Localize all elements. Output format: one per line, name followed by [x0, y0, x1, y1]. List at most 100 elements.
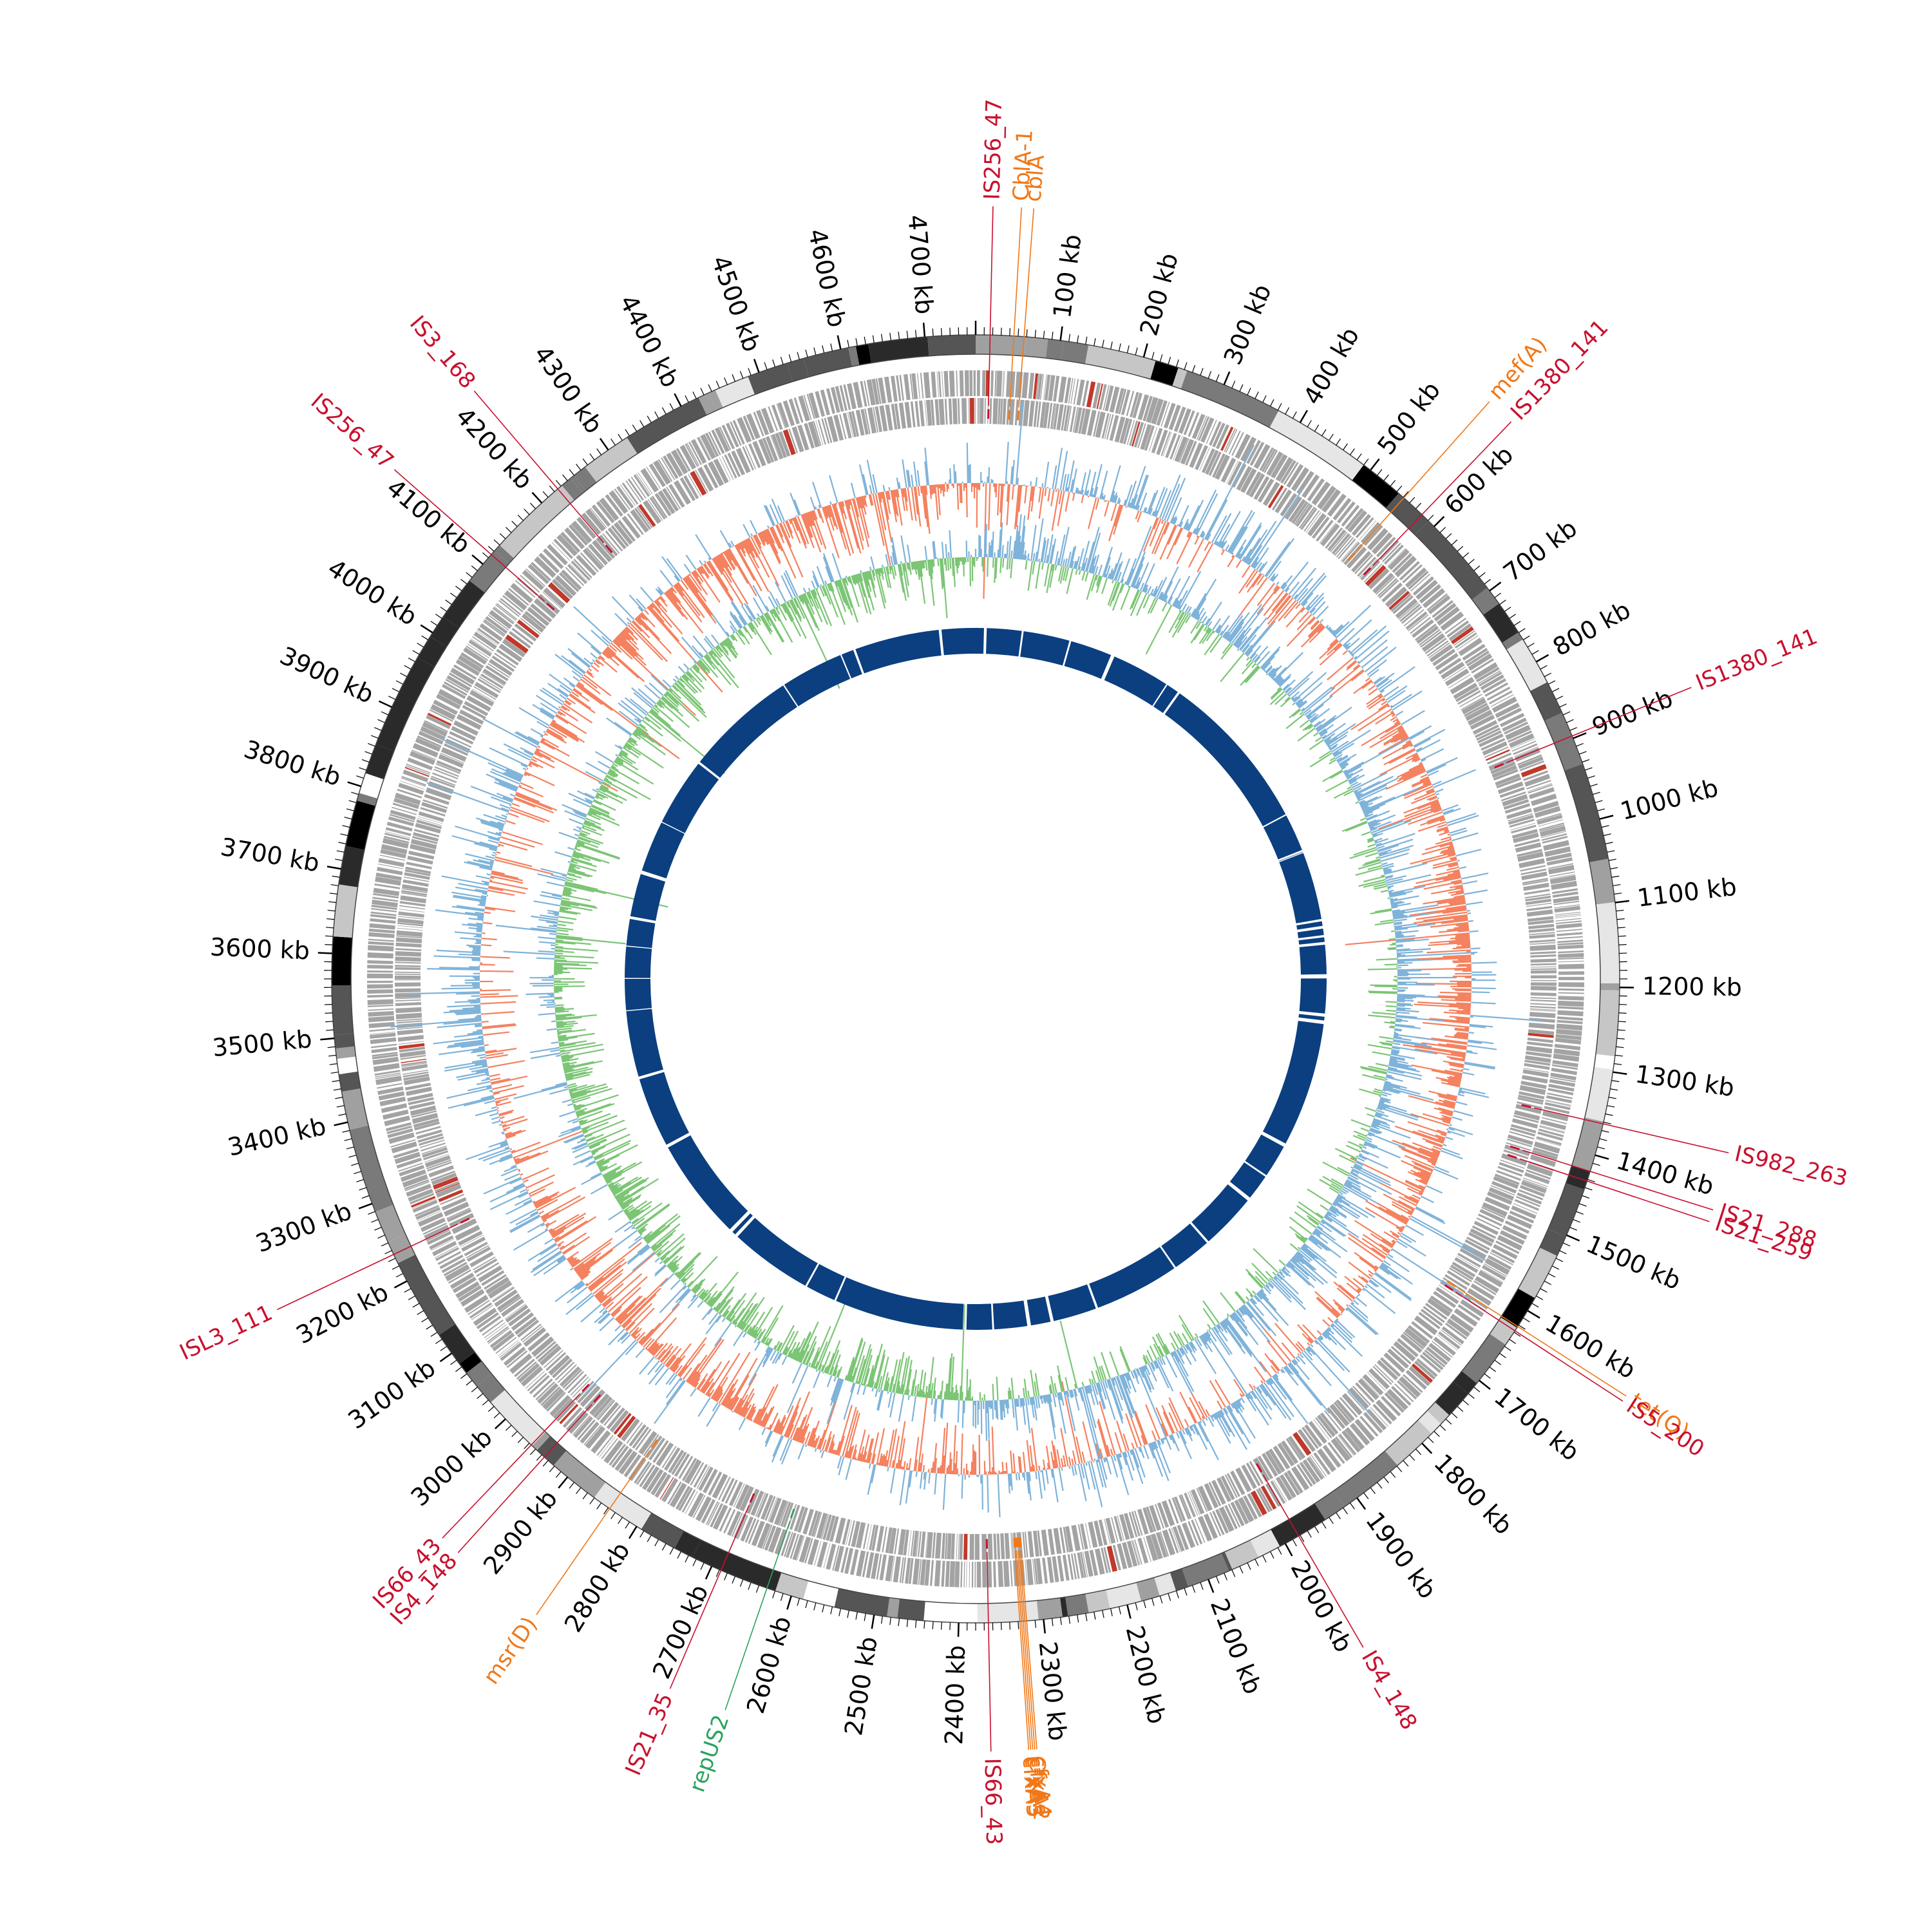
- gc-bar-148: [1164, 483, 1180, 521]
- gc-bar-796: [1365, 1207, 1404, 1231]
- cds-forward-653: [367, 960, 393, 965]
- cds-reverse-840: [839, 413, 847, 440]
- gc-bar-1225: [928, 1472, 931, 1484]
- cds-forward-216: [1558, 971, 1584, 975]
- cds-reverse-245: [1527, 1041, 1553, 1048]
- skew-bar-644: [1394, 1032, 1399, 1035]
- cds-forward-297: [1460, 1299, 1484, 1318]
- cds-reverse-56: [1170, 434, 1181, 460]
- cds-forward-182: [1542, 835, 1568, 844]
- cds-reverse-413: [1065, 1526, 1074, 1553]
- gc-bar-1006: [1198, 1401, 1208, 1418]
- skew-bar-664: [1372, 1051, 1391, 1056]
- cds-reverse-293: [1466, 1236, 1490, 1251]
- gc-bar-363: [1366, 693, 1382, 705]
- gc-bar-1346: [776, 1414, 786, 1434]
- skew-bar-319: [1280, 697, 1291, 708]
- gc-bar-112: [1108, 504, 1121, 542]
- cds-forward-466: [817, 1541, 828, 1568]
- cds-reverse-589: [458, 1231, 483, 1246]
- cds-forward-681: [384, 832, 410, 841]
- cds-reverse-478: [808, 1510, 819, 1536]
- gc-bar-437: [1411, 777, 1430, 786]
- skew-bar-99: [1081, 571, 1086, 581]
- cds-reverse-799: [668, 484, 685, 508]
- cds-forward-627: [375, 1074, 401, 1079]
- cds-reverse-266: [1509, 1131, 1535, 1140]
- cds-reverse-767: [567, 564, 587, 584]
- gc-bar-2335: [913, 461, 918, 487]
- cds-forward-235: [1551, 1064, 1578, 1070]
- gc-bar-944: [1274, 1373, 1279, 1378]
- gc-bar-2026: [576, 683, 613, 712]
- cds-reverse-388: [1168, 1499, 1179, 1524]
- cds-forward-96: [1359, 520, 1377, 540]
- gc-bar-1148: [1026, 1440, 1032, 1472]
- gc-bar-1982: [543, 730, 546, 734]
- skew-bar-30: [1008, 536, 1012, 559]
- gc-bar-1044: [1161, 1438, 1165, 1443]
- gc-bar-468: [1426, 815, 1444, 822]
- cds-forward-167: [1526, 779, 1551, 790]
- cds-forward-276: [1506, 1214, 1533, 1229]
- cds-reverse-774: [585, 547, 605, 567]
- gc-bar-192: [1215, 541, 1219, 546]
- cds-forward-290: [1478, 1270, 1503, 1287]
- cds-forward-818: [737, 417, 752, 443]
- gc-bar-465: [1408, 811, 1443, 826]
- cds-forward-152: [1504, 721, 1528, 735]
- gc-bar-1774: [456, 992, 480, 995]
- gc-bar-85: [1085, 490, 1088, 496]
- gc-bar-669: [1411, 1064, 1463, 1076]
- cds-reverse-545: [567, 1374, 587, 1394]
- gc-bar-475: [1437, 824, 1448, 828]
- gc-bar-1807: [473, 949, 481, 951]
- cds-reverse-813: [727, 452, 741, 477]
- cds-reverse-559: [527, 1332, 550, 1352]
- gc-bar-153: [1170, 497, 1182, 524]
- gc-bar-561: [1455, 933, 1470, 937]
- cds-forward-659: [368, 928, 395, 934]
- gc-bar-1819: [454, 931, 482, 936]
- cds-forward-646: [367, 994, 393, 998]
- skew-bar-844: [1309, 1236, 1329, 1251]
- skew-bar-278: [1240, 665, 1259, 686]
- gc-bar-1859: [481, 880, 489, 884]
- gc-bar-142: [1143, 517, 1158, 552]
- cds-reverse-79: [1257, 478, 1274, 503]
- cds-forward-655: [368, 945, 394, 952]
- gc-bar-1758: [480, 1011, 515, 1015]
- gc-bar-1311: [819, 1399, 837, 1450]
- gc-bar-1392: [723, 1390, 734, 1406]
- cds-reverse-60: [1180, 439, 1195, 465]
- cds-reverse-158: [1461, 697, 1487, 715]
- cds-reverse-398: [1128, 1511, 1138, 1538]
- gc-bar-2124: [665, 591, 688, 620]
- cds-forward-181: [1541, 833, 1567, 841]
- gc-bar-1114: [1074, 1464, 1077, 1475]
- gc-bar-116: [1124, 484, 1133, 507]
- gc-bar-1037: [1170, 1434, 1175, 1444]
- gc-bar-1991: [551, 721, 585, 743]
- gc-bar-290: [1311, 621, 1320, 630]
- cds-reverse-721: [447, 735, 472, 748]
- gc-bar-460: [1378, 805, 1441, 830]
- skew-bar-81: [1064, 558, 1068, 567]
- gc-bar-951: [1267, 1379, 1273, 1385]
- gc-bar-1059: [1142, 1445, 1150, 1459]
- cds-forward-329: [1370, 1407, 1388, 1427]
- gc-bar-1025: [1184, 1428, 1189, 1435]
- gc-bar-639: [1454, 1034, 1468, 1037]
- gc-bar-969: [1248, 1392, 1254, 1399]
- cds-reverse-476: [813, 1511, 822, 1537]
- cds-forward-796: [661, 457, 676, 480]
- gc-bar-1697: [493, 1084, 524, 1094]
- gc-bar-125: [1135, 475, 1150, 510]
- cds-reverse-279: [1491, 1180, 1517, 1194]
- cds-forward-607: [400, 1169, 426, 1182]
- cds-forward-204: [1556, 923, 1582, 929]
- cds-reverse-712: [434, 766, 459, 777]
- gc-bar-1971: [514, 732, 539, 746]
- gc-bar-1399: [715, 1389, 723, 1402]
- cds-reverse-460: [876, 1526, 884, 1552]
